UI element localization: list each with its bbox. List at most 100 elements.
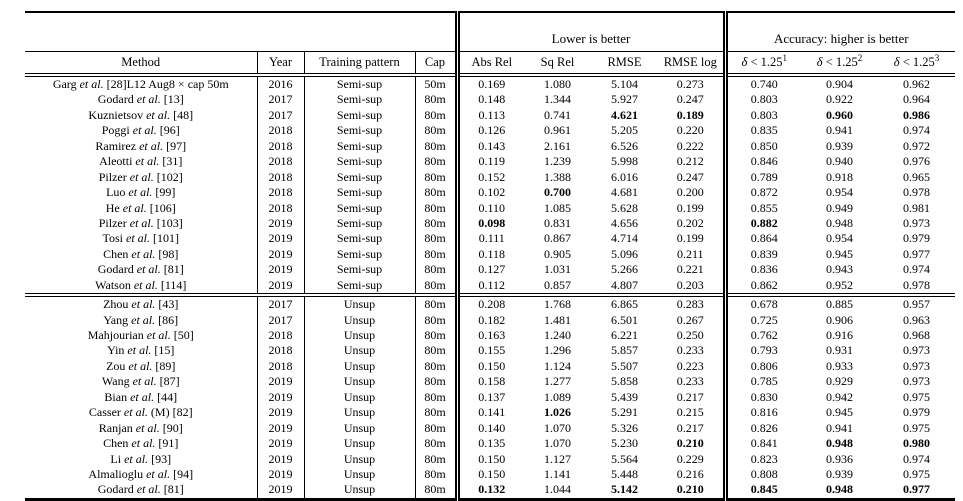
method-author: Yin: [107, 343, 128, 358]
year-cell: 2019: [257, 215, 305, 232]
table-row: Poggi et al. [96] 2018 Semi-sup 80m 0.126 0.9…: [25, 123, 955, 139]
year-cell: 2018: [257, 328, 305, 344]
method-author: Zhou: [103, 297, 132, 312]
metric-cell: 0.210: [658, 436, 728, 452]
metric-cell: 0.741: [544, 107, 571, 122]
year-cell: 2018: [257, 138, 305, 155]
table-row: Godard et al. [81] 2019 Unsup 80m 0.132 1.044…: [25, 482, 955, 500]
table-row: Garg et al. [28]L12 Aug8 × cap 50m 2016 Se…: [25, 75, 955, 93]
cap-cell: 80m: [415, 374, 460, 390]
cap-cell: 80m: [415, 215, 460, 232]
method-ref: [48]: [170, 107, 194, 122]
metric-cell: 0.233: [658, 343, 728, 359]
method-ref: [44]: [154, 389, 178, 404]
pattern-cell: Unsup: [304, 328, 416, 344]
method-etal: et al.: [146, 107, 171, 122]
metric-cell: 5.096: [611, 246, 638, 261]
metric-cell: 0.150: [478, 466, 506, 481]
pattern-cell: Unsup: [304, 451, 416, 467]
pattern-cell: Semi-sup: [304, 277, 416, 296]
method-ref: [93]: [148, 451, 172, 466]
method-cell: Yang et al. [86]: [25, 312, 258, 328]
metric-cell: 0.113: [478, 107, 506, 122]
cap-cell: 80m: [415, 138, 460, 155]
accuracy-cell: 0.952: [826, 277, 854, 292]
metric-cell: 0.217: [658, 420, 728, 437]
method-cell: He et al. [106]: [25, 200, 258, 216]
year-cell: 2019: [257, 451, 305, 467]
accuracy-cell: 0.979: [903, 231, 931, 246]
accuracy-cell: 0.785: [750, 374, 778, 389]
accuracy-cell: 0.973: [903, 374, 931, 389]
metric-cell: 1.070: [544, 436, 571, 451]
accuracy-cell: 0.980: [903, 436, 931, 451]
method-author: Bian: [104, 389, 131, 404]
metric-cell: 4.807: [611, 277, 638, 292]
col-header-delta-3: δ < 1.253: [878, 51, 956, 77]
accuracy-cell: 0.948: [826, 436, 854, 451]
method-ref: [89]: [152, 358, 176, 373]
pattern-cell: Semi-sup: [304, 200, 416, 216]
table-row: Luo et al. [99] 2018 Semi-sup 80m 0.102 0.700…: [25, 185, 955, 201]
cap-cell: 80m: [415, 169, 460, 186]
accuracy-cell: 0.965: [903, 169, 931, 184]
method-etal: et al.: [136, 92, 161, 107]
col-header-rmse: RMSE: [591, 51, 658, 77]
method-author: Poggi: [101, 123, 133, 138]
table-row: Godard et al. [81] 2019 Semi-sup 80m 0.127 1.…: [25, 262, 955, 278]
accuracy-cell: 0.845: [750, 482, 778, 497]
accuracy-cell: 0.839: [750, 246, 778, 261]
method-ref: [96]: [156, 123, 180, 138]
metric-cell: 0.098: [478, 215, 506, 230]
cap-cell: 80m: [415, 262, 460, 278]
accuracy-cell: 0.918: [826, 169, 854, 184]
metric-cell: 0.112: [478, 277, 506, 292]
table-row: Yin et al. [15] 2018 Unsup 80m 0.155 1.296 5.8…: [25, 343, 955, 359]
cap-cell: 80m: [415, 92, 460, 108]
metric-cell: 0.867: [544, 231, 571, 246]
method-cell: Chen et al. [98]: [25, 246, 258, 263]
method-etal: et al.: [132, 374, 157, 389]
col-header-sq-rel: Sq Rel: [524, 51, 591, 77]
col-header-year: Year: [257, 51, 305, 77]
method-etal: et al.: [136, 262, 161, 277]
method-ref: [43]: [155, 297, 179, 312]
metric-cell: 0.143: [478, 138, 506, 153]
metric-cell: 0.857: [544, 277, 571, 292]
method-ref: [91]: [155, 436, 179, 451]
accuracy-cell: 0.922: [826, 92, 854, 107]
metric-cell: 0.961: [544, 123, 571, 138]
cap-cell: 80m: [415, 451, 460, 467]
method-author: Pilzer: [98, 215, 130, 230]
accuracy-cell: 0.725: [750, 312, 778, 327]
metric-cell: 0.137: [478, 389, 506, 404]
metric-cell: 1.070: [544, 420, 571, 435]
accuracy-cell: 0.835: [750, 123, 778, 138]
metric-cell: 2.161: [544, 138, 571, 153]
metric-cell: 0.905: [544, 246, 571, 261]
method-etal: et al.: [128, 185, 153, 200]
accuracy-cell: 0.939: [826, 138, 854, 153]
method-etal: et al.: [131, 246, 156, 261]
pattern-cell: Unsup: [304, 420, 416, 437]
pattern-cell: Semi-sup: [304, 262, 416, 278]
year-cell: 2019: [257, 262, 305, 278]
method-author: Ramirez: [95, 138, 140, 153]
metric-cell: 0.152: [478, 169, 506, 184]
method-ref: [101]: [150, 231, 179, 246]
year-cell: 2017: [257, 312, 305, 328]
accuracy-cell: 0.972: [903, 138, 931, 153]
metric-cell: 6.865: [591, 293, 658, 313]
year-cell: 2019: [257, 246, 305, 263]
cap-cell: 80m: [415, 328, 460, 344]
method-ref: [90]: [159, 420, 183, 435]
method-cell: Ramirez et al. [97]: [25, 138, 258, 155]
pattern-cell: Unsup: [304, 482, 416, 500]
year-cell: 2019: [257, 231, 305, 247]
metric-cell: 0.132: [478, 482, 506, 497]
accuracy-cell: 0.885: [801, 293, 879, 313]
accuracy-cell: 0.954: [826, 231, 854, 246]
accuracy-cell: 0.978: [903, 277, 931, 292]
metric-cell: 1.031: [544, 262, 571, 277]
method-etal: et al.: [126, 231, 150, 246]
